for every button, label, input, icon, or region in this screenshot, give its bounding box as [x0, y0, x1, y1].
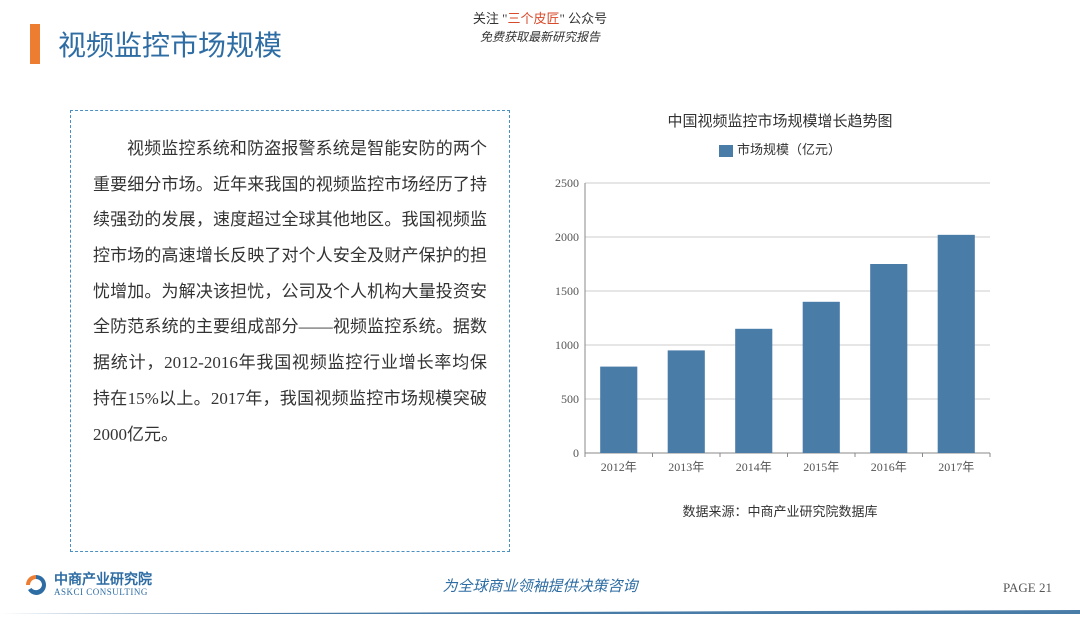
page-num-value: 21	[1039, 580, 1052, 595]
svg-text:1500: 1500	[555, 284, 579, 298]
svg-text:2015年: 2015年	[803, 460, 839, 474]
page-label: PAGE	[1003, 580, 1036, 595]
svg-text:2014年: 2014年	[736, 460, 772, 474]
svg-text:2016年: 2016年	[871, 460, 907, 474]
content-area: 视频监控系统和防盗报警系统是智能安防的两个重要细分市场。近年来我国的视频监控市场…	[70, 110, 1020, 552]
body-text-box: 视频监控系统和防盗报警系统是智能安防的两个重要细分市场。近年来我国的视频监控市场…	[70, 110, 510, 552]
header-suffix: " 公众号	[560, 11, 608, 26]
footer: 中商产业研究院 ASKCI CONSULTING 为全球商业领袖提供决策咨询 P…	[0, 564, 1080, 614]
footer-stripe	[0, 610, 1080, 614]
logo-en: ASKCI CONSULTING	[54, 588, 152, 598]
svg-text:500: 500	[561, 392, 579, 406]
header-note: 关注 "三个皮匠" 公众号	[473, 8, 607, 27]
svg-text:2000: 2000	[555, 230, 579, 244]
chart-area: 中国视频监控市场规模增长趋势图 市场规模（亿元） 0 500 1000 1500 200…	[540, 110, 1020, 552]
chart-canvas: 0 500 1000 1500 2000 2500 2012年 2013年 2014年 2015年…	[540, 173, 1000, 483]
svg-text:2017年: 2017年	[938, 460, 974, 474]
logo-text: 中商产业研究院 ASKCI CONSULTING	[54, 573, 152, 598]
title-block: 视频监控市场规模	[30, 24, 282, 64]
logo-block: 中商产业研究院 ASKCI CONSULTING	[24, 573, 152, 598]
logo-cn: 中商产业研究院	[54, 573, 152, 588]
svg-text:0: 0	[573, 446, 579, 460]
footer-tagline: 为全球商业领袖提供决策咨询	[442, 575, 637, 596]
body-paragraph: 视频监控系统和防盗报警系统是智能安防的两个重要细分市场。近年来我国的视频监控市场…	[93, 131, 487, 452]
svg-text:2012年: 2012年	[601, 460, 637, 474]
bar-chart-svg: 0 500 1000 1500 2000 2500 2012年 2013年 2014年 2015年…	[540, 173, 1000, 483]
title-accent-bar	[30, 24, 40, 64]
chart-title: 中国视频监控市场规模增长趋势图	[540, 110, 1020, 131]
svg-text:1000: 1000	[555, 338, 579, 352]
page-number: PAGE 21	[1003, 580, 1052, 596]
logo-icon	[24, 573, 48, 597]
page-title: 视频监控市场规模	[58, 24, 282, 64]
legend-swatch	[719, 145, 733, 157]
legend-label: 市场规模（亿元）	[737, 142, 841, 157]
svg-text:2013年: 2013年	[668, 460, 704, 474]
svg-text:2500: 2500	[555, 176, 579, 190]
chart-legend: 市场规模（亿元）	[540, 139, 1020, 158]
header-highlight: 三个皮匠	[507, 11, 559, 26]
header-prefix: 关注 "	[473, 11, 508, 26]
chart-source: 数据来源：中商产业研究院数据库	[540, 501, 1020, 520]
header-subtitle: 免费获取最新研究报告	[480, 28, 600, 45]
